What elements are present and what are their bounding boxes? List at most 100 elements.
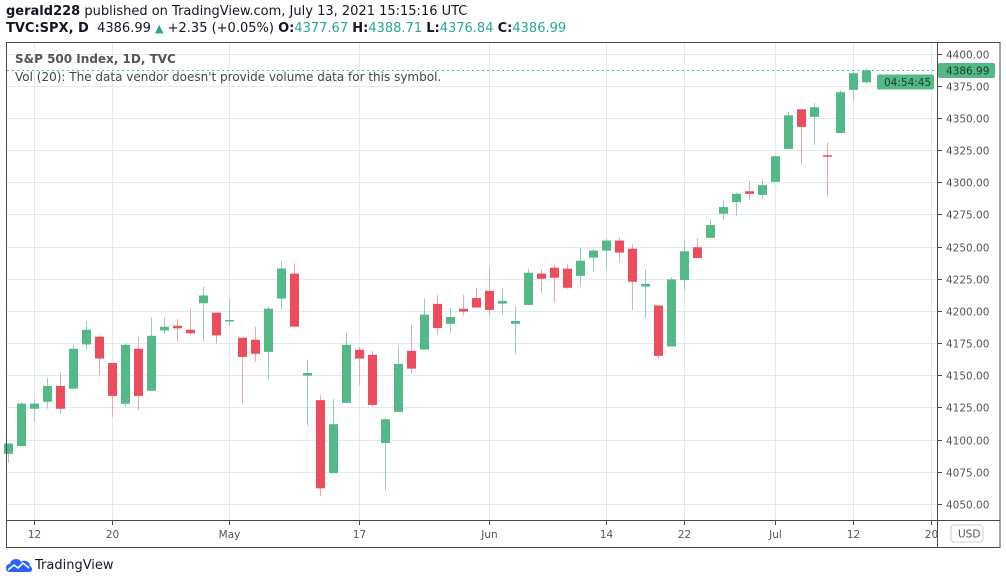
candle [615, 237, 624, 263]
candle [212, 312, 221, 344]
candle-body [654, 305, 663, 356]
candle-body [784, 115, 793, 149]
price-tick-label: 4375.00 [946, 82, 989, 94]
candle [121, 342, 130, 407]
price-axis[interactable]: 4050.00 4075.00 4100.00 4125.00 4150.00 4175.… [937, 50, 989, 512]
candle [628, 244, 637, 310]
grid [7, 43, 937, 520]
candle-body [810, 107, 819, 117]
candle [602, 238, 611, 269]
volume-legend-note: Vol (20): The data vendor doesn't provid… [15, 70, 442, 84]
candle [693, 238, 702, 259]
candle-body [745, 191, 754, 194]
candle [82, 321, 91, 350]
bar-countdown: 04:54:45 [884, 77, 931, 89]
candle [407, 324, 416, 374]
candle-body [537, 273, 546, 279]
candle-body [186, 329, 195, 334]
candle [485, 267, 494, 316]
candle [277, 261, 286, 310]
candle [368, 350, 377, 407]
candle [524, 268, 533, 305]
ohlc-bar: TVC:SPX, D 4386.99 ▲ +2.35 (+0.05%) O: 43… [6, 21, 566, 36]
triangle-up-icon: ▲ [155, 22, 164, 35]
time-tick-label: 20 [106, 529, 119, 541]
candle-body [589, 250, 598, 258]
candle-body [498, 300, 507, 304]
candles [4, 68, 871, 497]
candle [511, 305, 520, 354]
candle [355, 346, 364, 386]
candle [563, 263, 572, 289]
time-tick-label: 20 [925, 529, 938, 541]
candle-body [238, 337, 247, 357]
candle-body [628, 248, 637, 282]
candle [186, 308, 195, 335]
candle [251, 326, 260, 362]
price-tick-label: 4325.00 [946, 146, 989, 158]
candle [706, 219, 715, 238]
candle-body [485, 290, 494, 310]
time-axis[interactable]: 12 20 May 17 Jun 14 22 Jul 12 20 [28, 520, 938, 541]
candle-body [576, 260, 585, 276]
price-tick-label: 4300.00 [946, 178, 989, 190]
candle-body [134, 348, 143, 396]
series-legend-title[interactable]: S&P 500 Index, 1D, TVC [15, 52, 176, 66]
candle [264, 306, 273, 380]
candle [797, 109, 806, 165]
low-label: L: [426, 21, 440, 36]
candle [30, 399, 39, 423]
candle [134, 336, 143, 411]
high-value: 4388.71 [368, 21, 423, 36]
candle [576, 247, 585, 287]
time-tick-label: 12 [28, 529, 41, 541]
candle-body [290, 273, 299, 327]
candle [862, 68, 871, 84]
candle [108, 362, 117, 417]
low-value: 4376.84 [439, 21, 494, 36]
candle [316, 395, 325, 497]
candle [329, 399, 338, 474]
candle [95, 335, 104, 376]
logo-text: TradingView [35, 557, 114, 573]
candle-body [381, 419, 390, 443]
candle-body [433, 303, 442, 329]
countdown-box [877, 74, 934, 90]
candle [836, 90, 845, 133]
candle-body [563, 268, 572, 288]
candle [342, 332, 351, 403]
tradingview-logo[interactable]: TradingView [6, 557, 114, 573]
candle [420, 298, 429, 350]
candle-body [862, 70, 871, 83]
candle [654, 305, 663, 359]
candle-body [550, 267, 559, 278]
candle [238, 337, 247, 404]
price-tick-label: 4175.00 [946, 339, 989, 351]
currency-badge[interactable]: USD [950, 524, 984, 543]
candle [290, 263, 299, 327]
candle-body [472, 298, 481, 308]
candle-body [524, 272, 533, 305]
open-label: O: [278, 21, 295, 36]
candle-body [407, 350, 416, 369]
published-text: published on TradingView.com, July 13, 2… [84, 4, 468, 19]
close-value: 4386.99 [512, 21, 567, 36]
candle-body [95, 336, 104, 359]
candle-body [30, 403, 39, 409]
currency-box[interactable] [950, 524, 984, 543]
candle [160, 317, 169, 335]
price-tick-label: 4225.00 [946, 275, 989, 287]
candle-body [17, 403, 26, 447]
time-tick-label: 14 [600, 529, 614, 541]
candle [56, 372, 65, 414]
candle-body [797, 109, 806, 127]
symbol: TVC:SPX, D [6, 21, 89, 36]
candle [849, 70, 858, 102]
change: +2.35 (+0.05%) [167, 21, 274, 36]
candle-body [173, 325, 182, 329]
candle-body [446, 316, 455, 324]
price-tick-label: 4050.00 [946, 500, 989, 512]
price-tick-label: 4125.00 [946, 403, 989, 415]
candle [225, 298, 234, 327]
